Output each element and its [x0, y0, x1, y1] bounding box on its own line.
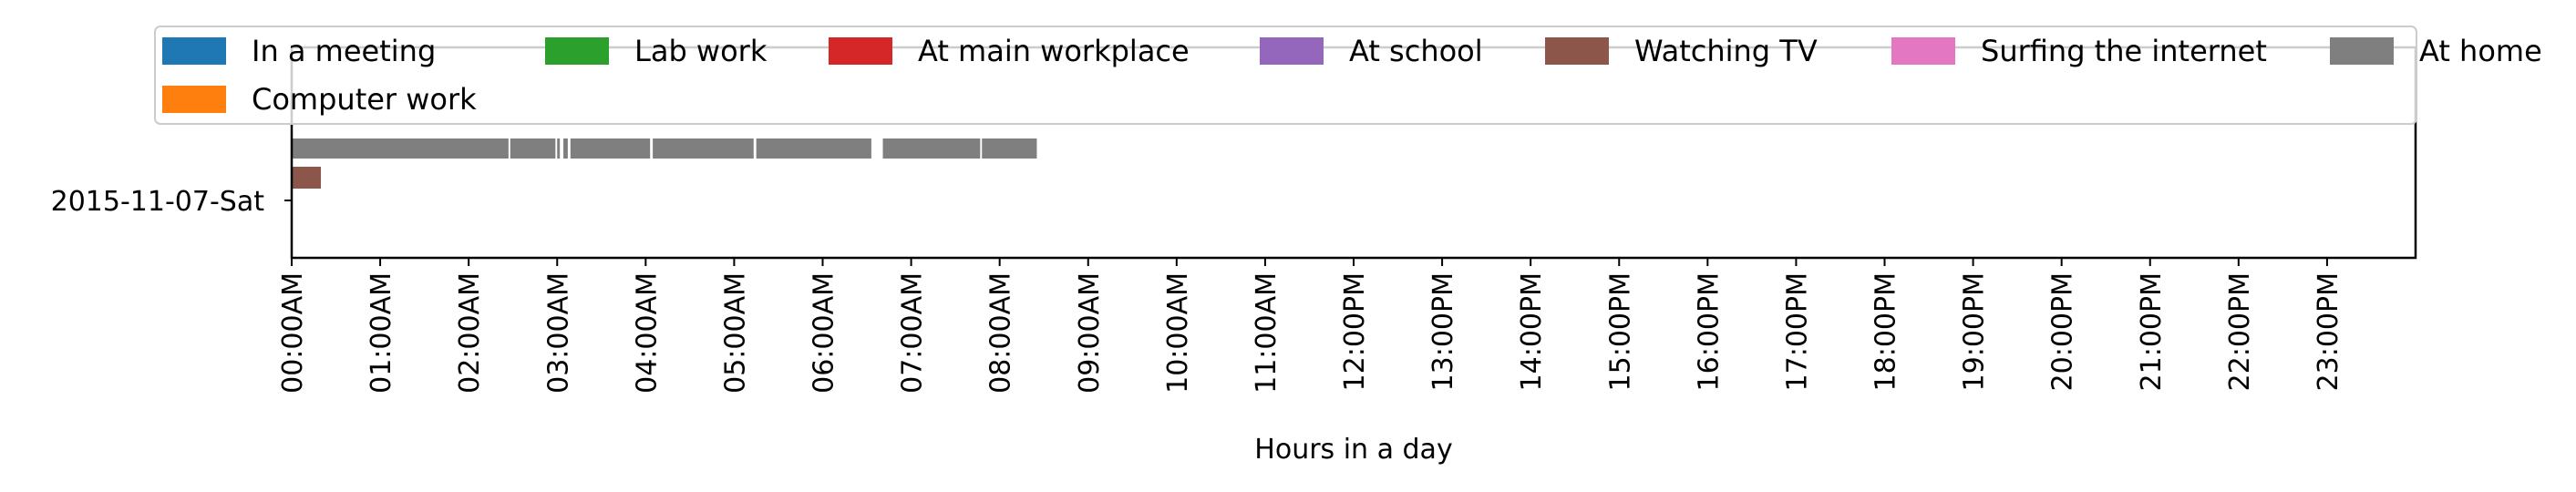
x-tick-label: 07:00AM	[897, 272, 929, 394]
legend-swatch	[162, 37, 226, 65]
timeline-bar	[653, 138, 754, 159]
legend-swatch	[829, 37, 892, 65]
legend-swatch	[1260, 37, 1324, 65]
legend-label: Watching TV	[1634, 34, 1818, 68]
x-tick-label: 15:00PM	[1604, 272, 1636, 391]
legend-label: Surfing the internet	[1981, 34, 2267, 68]
x-tick-label: 05:00AM	[719, 272, 751, 394]
bars-layer	[292, 138, 1037, 189]
x-tick-label: 20:00PM	[2047, 272, 2079, 391]
y-tick-label: 2015-11-07-Sat	[51, 186, 265, 218]
legend-label: At main workplace	[918, 34, 1190, 68]
legend-swatch	[1891, 37, 1955, 65]
x-tick-label: 03:00AM	[542, 272, 574, 394]
legend-swatch	[162, 86, 226, 113]
timeline-bar	[557, 138, 561, 159]
legend-label: At school	[1349, 34, 1483, 68]
x-tick-label: 16:00PM	[1693, 272, 1725, 391]
legend-swatch	[545, 37, 609, 65]
legend-box	[154, 26, 2417, 125]
x-tick-label: 14:00PM	[1516, 272, 1548, 391]
x-tick-label: 10:00AM	[1162, 272, 1194, 394]
x-tick-label: 02:00AM	[454, 272, 486, 394]
x-tick-label: 17:00PM	[1781, 272, 1813, 391]
legend-swatch	[2330, 37, 2394, 65]
timeline-bar	[292, 138, 509, 159]
x-tick-label: 19:00PM	[1959, 272, 1991, 391]
axes-layer: 2015-11-07-Sat 00:00AM 01:00AM 02:00AM 03:00…	[51, 46, 2417, 394]
x-tick-label: 09:00AM	[1074, 272, 1106, 394]
legend-label: In a meeting	[252, 34, 436, 68]
legend-label: At home	[2419, 34, 2542, 68]
x-tick-label: 22:00PM	[2224, 272, 2256, 391]
legend-label: Computer work	[252, 82, 477, 117]
timeline-bar	[292, 167, 322, 189]
x-tick-label: 23:00PM	[2313, 272, 2344, 391]
timeline-bar	[882, 138, 981, 159]
x-tick-label: 13:00PM	[1427, 272, 1459, 391]
legend-label: Lab work	[634, 34, 768, 68]
x-tick-label: 06:00AM	[809, 272, 840, 394]
x-tick-label: 01:00AM	[366, 272, 397, 394]
x-tick-label: 12:00PM	[1339, 272, 1371, 391]
x-tick-label: 11:00AM	[1251, 272, 1283, 394]
timeline-bar	[982, 138, 1037, 159]
x-tick-label: 04:00AM	[631, 272, 663, 394]
x-tick-label: 08:00AM	[985, 272, 1017, 394]
x-tick-label: 21:00PM	[2136, 272, 2168, 391]
timeline-bar	[510, 138, 556, 159]
legend-swatch	[1545, 37, 1609, 65]
x-tick-label: 18:00PM	[1870, 272, 1902, 391]
x-tick-label: 00:00AM	[277, 272, 309, 394]
timeline-bar	[570, 138, 651, 159]
x-axis-label: Hours in a day	[1254, 434, 1452, 466]
legend: In a meeting Lab work At main workplace At …	[154, 26, 2542, 125]
timeline-bar	[756, 138, 871, 159]
timeline-bar	[563, 138, 568, 159]
